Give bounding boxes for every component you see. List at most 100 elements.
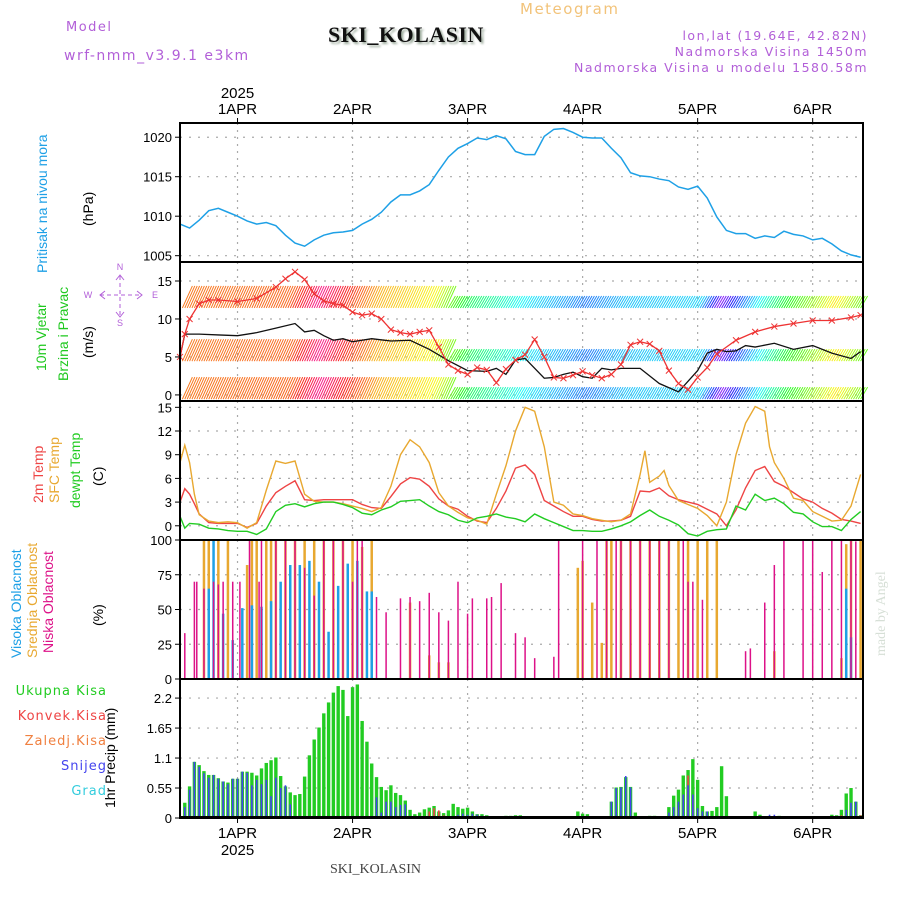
wind-barb [469,386,478,400]
precip-snow-bar [394,807,397,818]
cloud-high-bar [298,565,302,679]
wind-barb [404,376,416,400]
wind-gust-marker [492,379,500,387]
wind-barb [445,285,457,309]
precip-total-bar [350,687,355,818]
wind-barb [335,376,347,400]
wind-barb [328,285,340,309]
footer-station: SKI_KOLASIN [330,862,421,877]
wind-barb [435,376,447,400]
wind-barb [455,386,464,400]
wind-barb [507,295,516,309]
wind-barb [364,285,375,309]
wind-gust-marker [608,371,615,378]
wind-barb [730,348,739,362]
wind-barb [201,285,213,309]
wind-barb [620,386,629,400]
wind-barb [584,295,593,309]
wind-barb [757,295,765,309]
cloud-high-bar [370,591,373,679]
wind-barb [328,338,340,362]
wind-barb [258,376,270,400]
precip-total-bar [461,808,465,818]
wind-barb [244,338,256,362]
wind-barb [500,386,509,400]
wind-gust-marker [387,326,395,333]
wind-barb [857,348,866,362]
precip-total-bar [576,811,580,818]
y-tick-label: 12 [158,424,172,439]
wind-barb [632,386,641,400]
wind-barb [632,295,641,309]
wind-barb [189,285,201,309]
wind-barb [539,386,547,400]
wind-barb [737,386,746,400]
y-tick-label: 15 [158,274,172,289]
wind-barb [239,338,251,362]
cloud-low-bar [399,598,402,679]
wind-barb [450,348,459,362]
wind-barb [296,285,308,309]
precip-snow-bar [706,811,709,818]
wind-barb [493,295,502,309]
wind-barb [181,338,193,362]
cloud-low-bar [184,633,186,679]
precip-snow-bar [188,789,191,818]
wind-barb [826,295,835,309]
wind-barb [445,338,457,362]
wind-barb [805,295,813,309]
y-tick-label: 1.1 [154,751,172,766]
x-tick-label-top: 6APR [793,101,832,118]
precip-snow-bar [246,772,248,818]
wind-barb [613,386,622,400]
cloud-low-bar [687,581,689,679]
y-tick-label: 1010 [143,209,172,224]
cloud-low-bar [231,581,234,679]
wind-barb [642,348,650,362]
wind-barb [644,295,653,309]
wind-barb [632,348,641,362]
wind-barb [313,376,325,400]
wind-barb [320,338,332,362]
wind-barb [747,386,756,400]
wind-barb [666,348,674,362]
wind-barb [706,295,715,309]
wind-barb [651,348,660,362]
wind-barb [409,376,421,400]
cloud-low-bar [457,581,459,679]
wind-barb [687,386,696,400]
wind-barb [733,348,742,362]
wind-barb [275,376,287,400]
wind-barb [591,295,600,309]
wind-barb [438,285,450,309]
precip-total-bar [326,702,331,818]
wind-barb [618,386,626,400]
cloud-mid-bar [610,540,613,679]
wind-barb [426,376,438,400]
wind-barb [416,338,428,362]
wind-barb [495,386,504,400]
precip-total-bar [633,812,638,818]
wind-gust-marker [675,380,682,387]
wind-barb [220,376,232,400]
cloud-low-bar [466,613,469,679]
wind-barb [606,348,615,362]
panel-2: 0 3 6 9 12 15 [158,400,863,540]
cloud-mid-bar [696,540,699,679]
wind-barb [845,295,854,309]
wind-barb [534,386,543,400]
wind-barb [450,386,459,400]
wind-barb [615,295,624,309]
precip-snow-bar [399,804,402,818]
wind-barb [419,285,431,309]
x-tick-label-bottom: 1APR [218,825,257,842]
wind-barb [661,295,670,309]
wind-barb [764,295,773,309]
wind-barb [773,295,782,309]
wind-barb [836,386,845,400]
wind-barb [718,295,727,309]
wind-barb [757,348,765,362]
cloud-mid-bar [265,540,268,679]
wind-barb [618,295,626,309]
wind-barb [383,285,395,309]
